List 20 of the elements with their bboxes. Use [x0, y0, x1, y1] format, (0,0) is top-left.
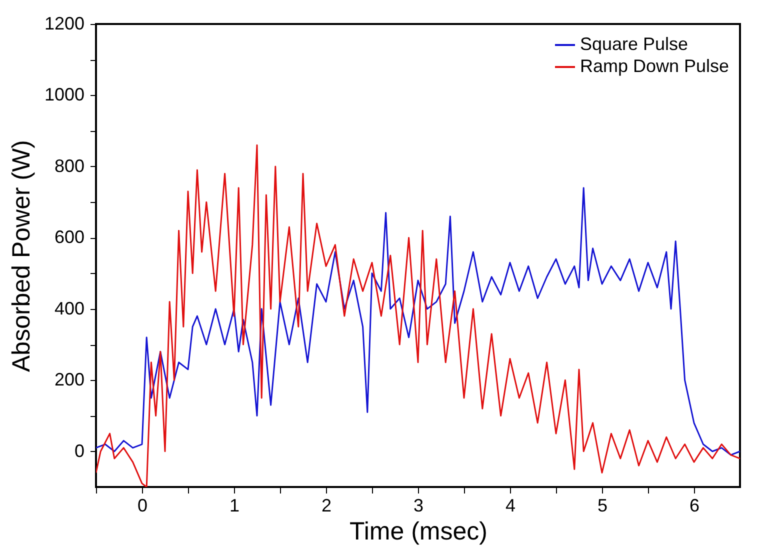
legend-label: Ramp Down Pulse [580, 56, 730, 76]
x-tick-label: 3 [413, 496, 424, 516]
x-tick-label: 4 [505, 496, 516, 516]
x-tick-label: 2 [321, 496, 332, 516]
y-tick-label: 0 [74, 440, 84, 461]
x-tick-label: 1 [229, 496, 240, 516]
y-axis-title: Absorbed Power (W) [7, 140, 36, 372]
y-tick-label: 1200 [44, 14, 84, 34]
line-series [96, 144, 740, 487]
x-tick-label: 5 [597, 496, 608, 516]
line-series [96, 187, 740, 456]
y-tick-label: 600 [54, 227, 84, 248]
y-tick-label: 1000 [44, 84, 84, 105]
x-axis-title: Time (msec) [350, 518, 488, 546]
y-tick-label: 800 [54, 156, 84, 176]
legend-label: Square Pulse [580, 34, 688, 54]
y-tick-label: 400 [54, 298, 84, 318]
x-tick-label: 0 [137, 496, 148, 516]
y-tick-label: 200 [54, 370, 84, 390]
x-tick-label: 6 [689, 496, 700, 516]
